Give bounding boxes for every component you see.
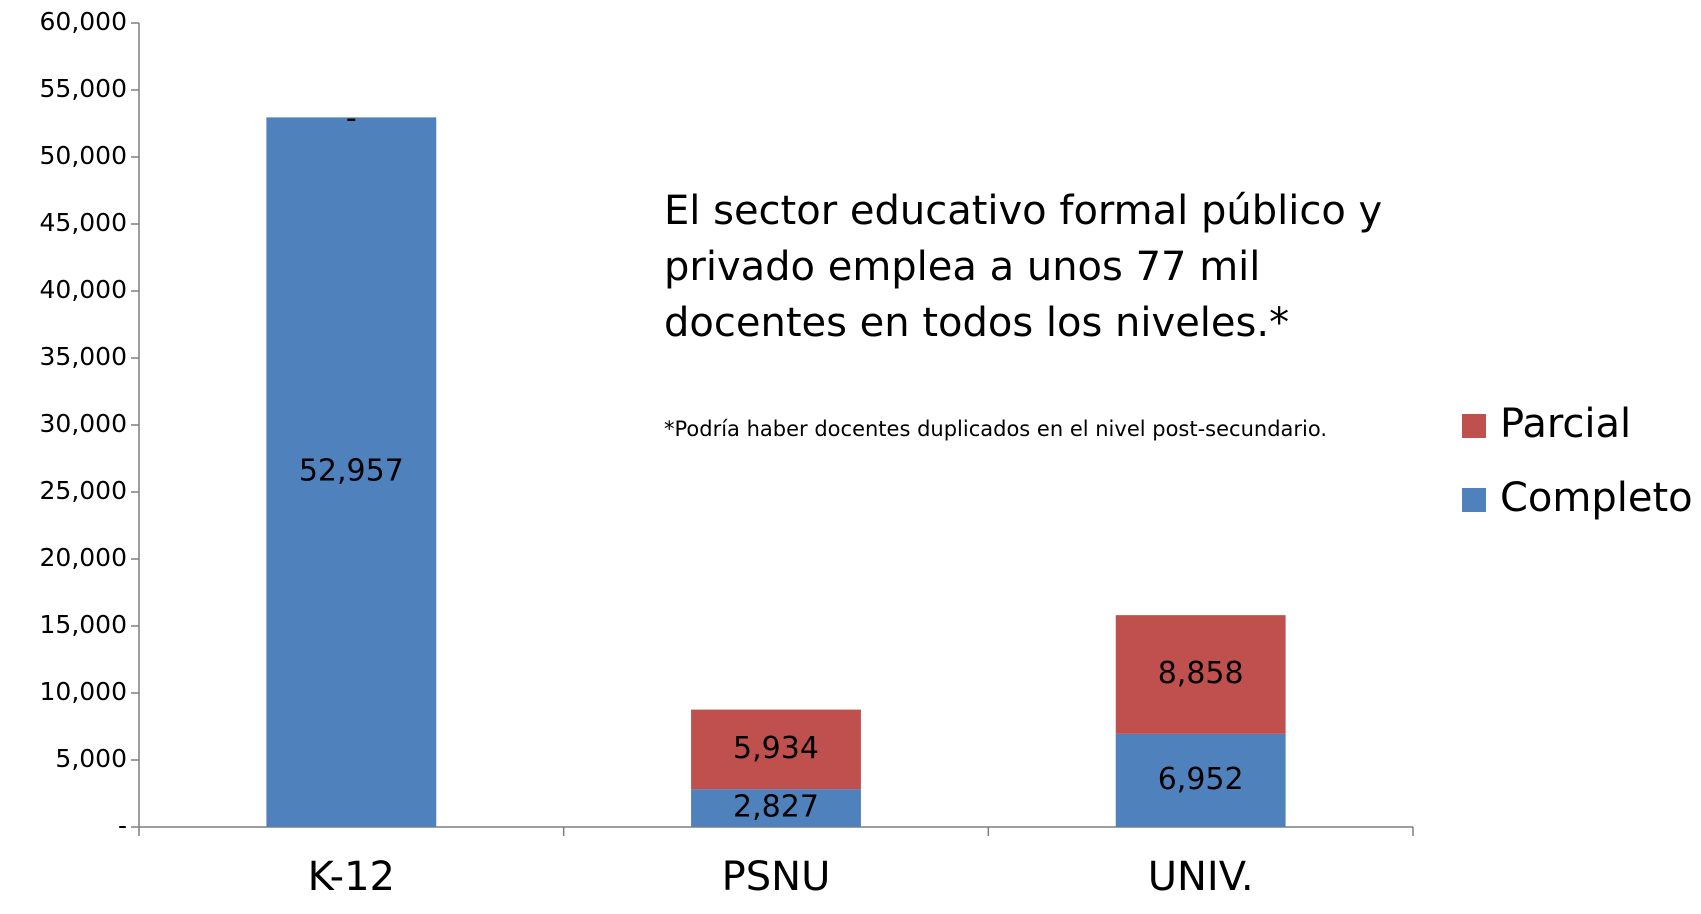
bar-segment: [266, 117, 437, 827]
footnote: *Podría haber docentes duplicados en el …: [664, 417, 1327, 441]
annotation: El sector educativo formal público y: [664, 188, 1382, 234]
y-tick-label: 10,000: [40, 677, 127, 706]
y-tick-label: 25,000: [40, 476, 127, 505]
bar-segment: [691, 789, 861, 827]
y-tick-label: 60,000: [40, 7, 127, 36]
legend-label: Parcial: [1500, 401, 1631, 447]
x-tick-label: PSNU: [722, 854, 831, 900]
y-tick-label: 30,000: [40, 409, 127, 438]
y-tick-label: 55,000: [40, 74, 127, 103]
y-tick-label: 50,000: [40, 141, 127, 170]
legend-swatch: [1462, 414, 1486, 438]
bar-segment: [1115, 615, 1286, 734]
y-tick-label: 45,000: [40, 208, 127, 237]
y-tick-label: 5,000: [55, 744, 127, 773]
data-label: 5,934: [733, 731, 819, 766]
data-label: -: [346, 101, 357, 136]
legend-label: Completo: [1500, 475, 1693, 521]
legend-swatch: [1462, 488, 1486, 512]
data-label: 2,827: [733, 790, 819, 825]
data-label: 6,952: [1158, 762, 1244, 797]
annotation: docentes en todos los niveles.*: [664, 300, 1289, 346]
x-tick-label: UNIV.: [1148, 854, 1254, 900]
y-tick-label: 15,000: [40, 610, 127, 639]
y-tick-label: 40,000: [40, 275, 127, 304]
y-tick-label: 20,000: [40, 543, 127, 572]
bar-segment: [691, 709, 861, 790]
data-label: 52,957: [299, 454, 404, 489]
y-tick-label: -: [118, 811, 127, 840]
data-label: 8,858: [1158, 656, 1244, 691]
y-tick-label: 35,000: [40, 342, 127, 371]
x-tick-label: K-12: [308, 854, 395, 900]
bar-segment: [1115, 733, 1286, 827]
annotation: privado emplea a unos 77 mil: [664, 244, 1260, 290]
